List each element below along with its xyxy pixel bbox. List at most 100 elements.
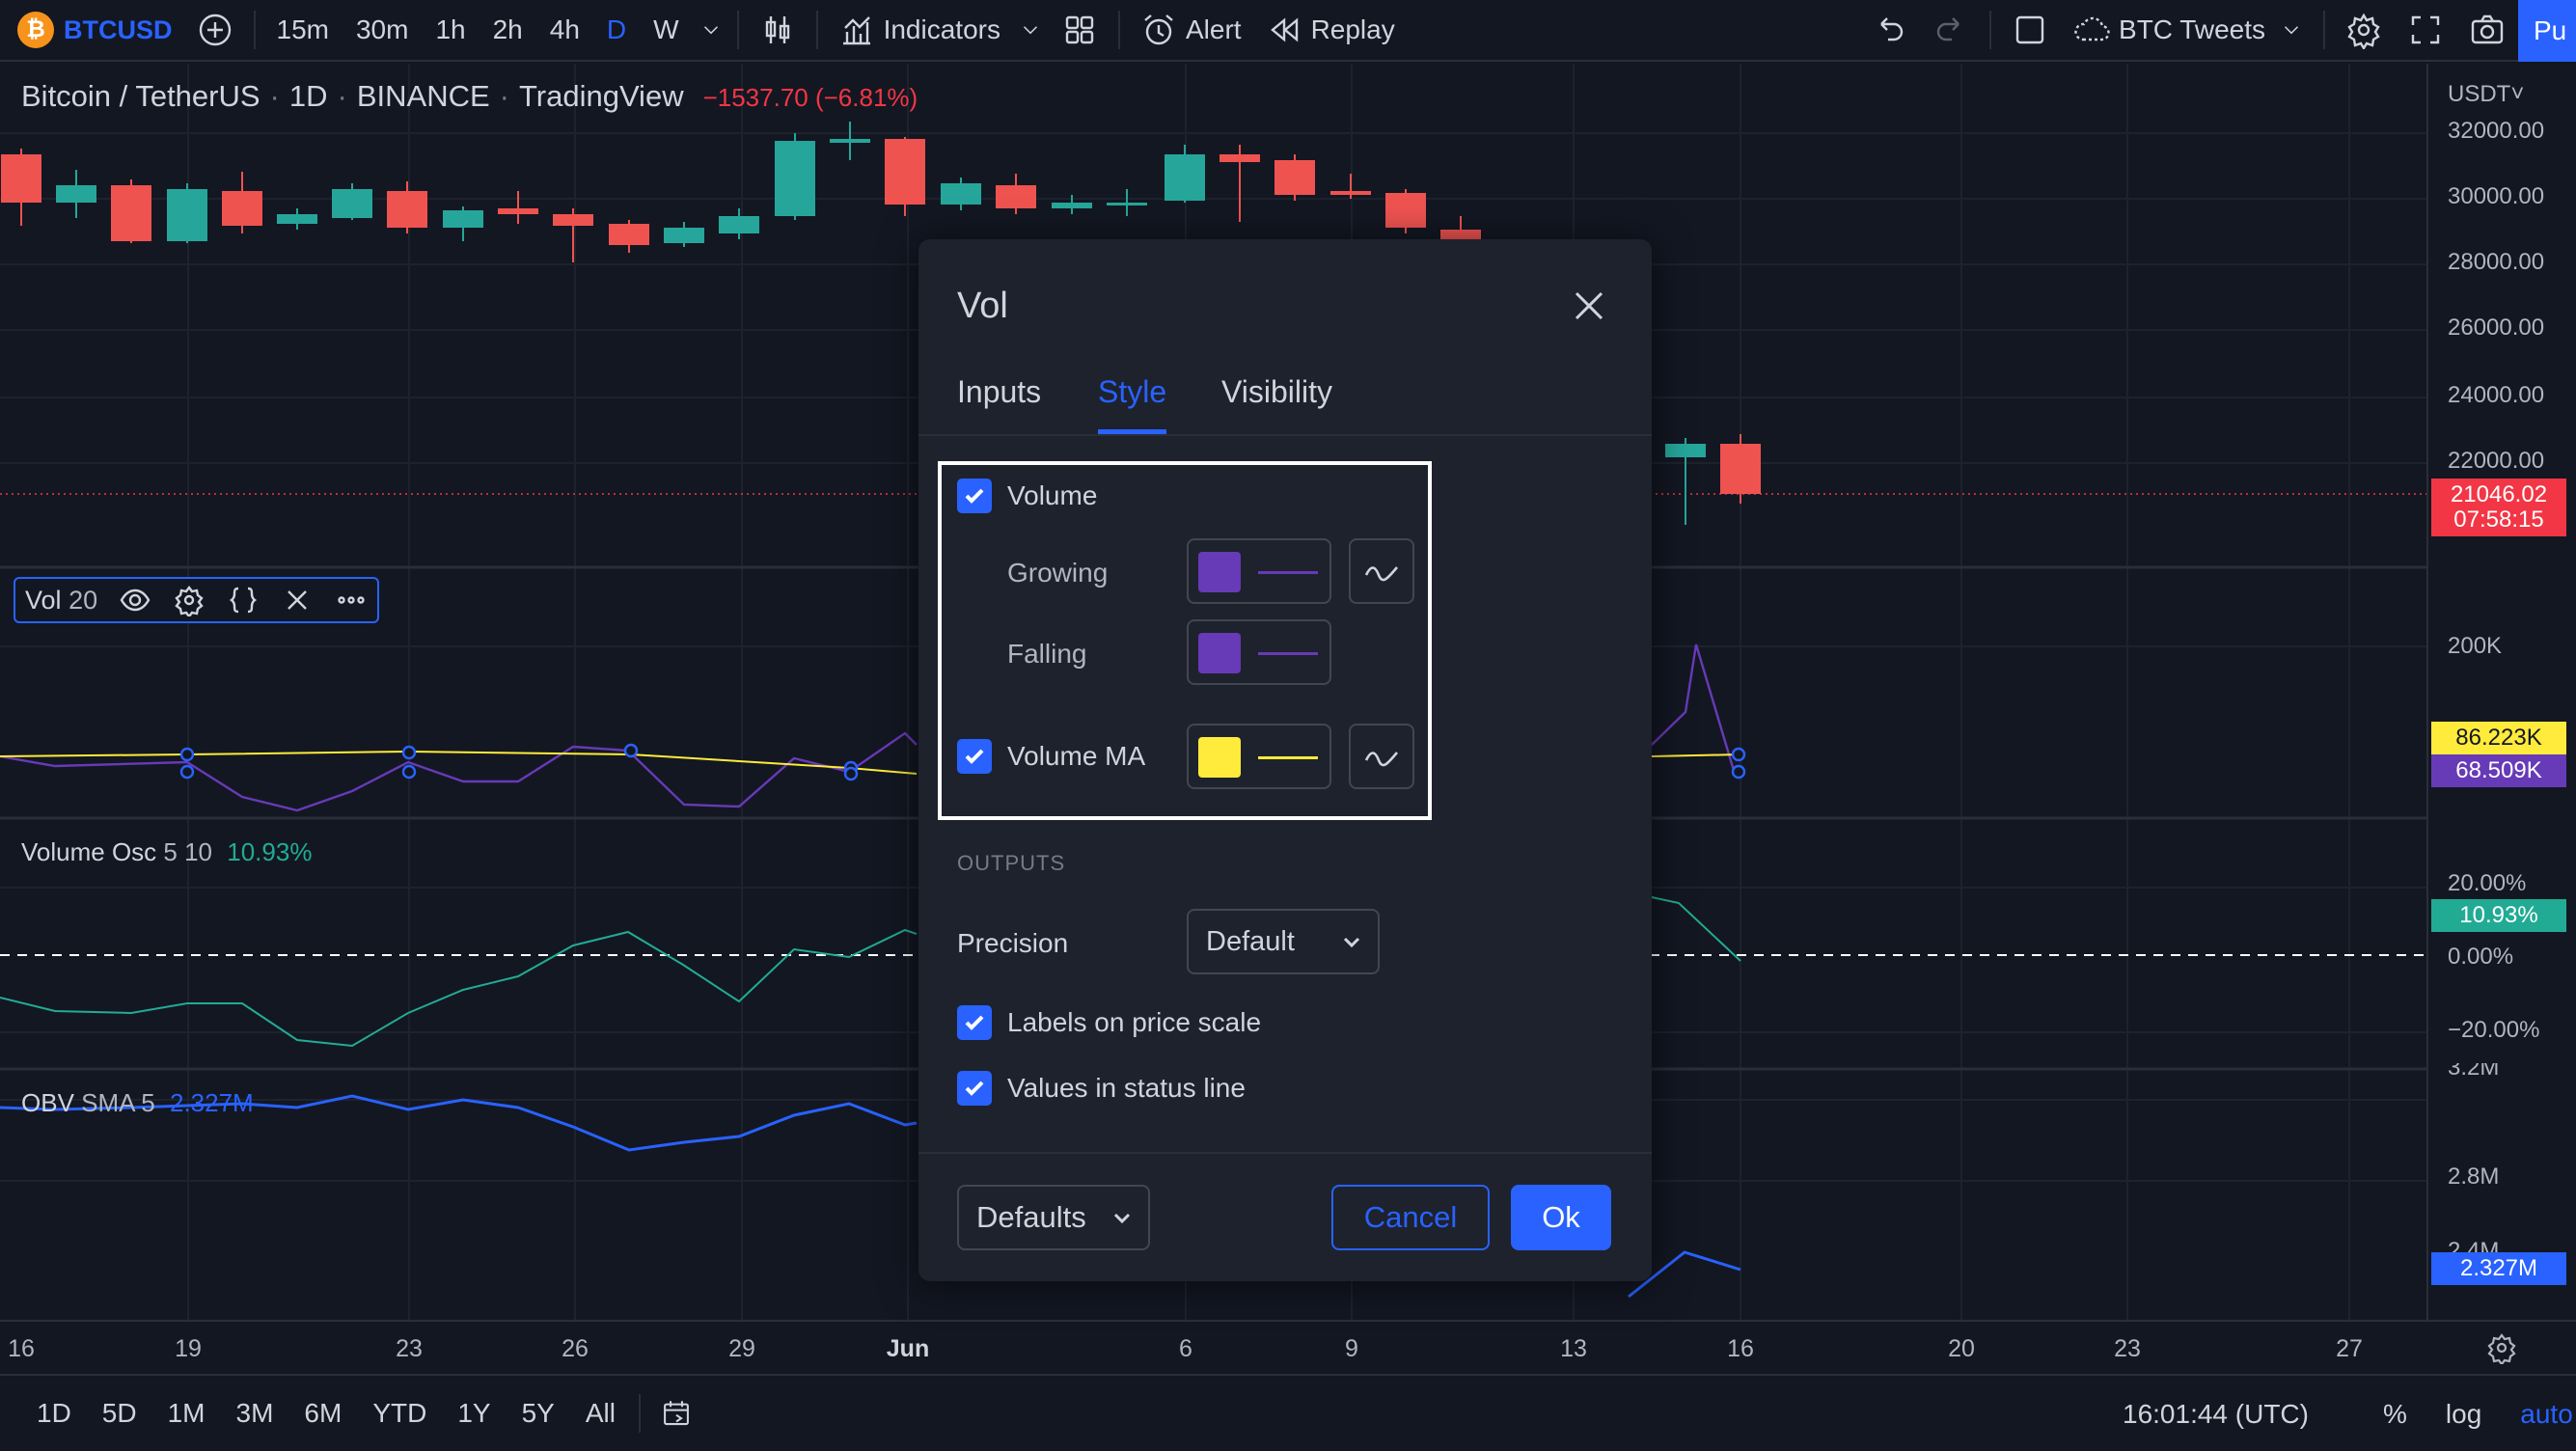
undo-button[interactable] xyxy=(1858,0,1920,61)
precision-select[interactable]: Default xyxy=(1187,909,1380,974)
replay-button[interactable]: Replay xyxy=(1253,0,1407,61)
range-ytd[interactable]: YTD xyxy=(372,1398,427,1428)
legend-separator: · xyxy=(269,79,280,113)
range-6m[interactable]: 6M xyxy=(304,1398,343,1428)
price-scale[interactable]: USDT˅ 32000.00 30000.00 28000.00 26000.0… xyxy=(2426,64,2576,1320)
falling-line-preview xyxy=(1258,652,1318,655)
utc-clock[interactable]: 16:01:44 (UTC) xyxy=(2123,1399,2309,1429)
obv-line xyxy=(0,1094,918,1152)
go-to-date-button[interactable] xyxy=(648,1383,704,1444)
candle-body xyxy=(1107,203,1147,205)
timeframe-2h[interactable]: 2h xyxy=(492,14,523,44)
labels-on-price-scale-checkbox[interactable] xyxy=(957,1005,992,1040)
range-5y[interactable]: 5Y xyxy=(521,1398,555,1428)
timeframe-dropdown[interactable] xyxy=(693,0,729,61)
defaults-dropdown[interactable]: Defaults xyxy=(957,1185,1150,1250)
volume-ma-color-picker[interactable] xyxy=(1187,724,1331,789)
timeframe-15m[interactable]: 15m xyxy=(276,14,329,44)
growing-color-picker[interactable] xyxy=(1187,538,1331,604)
volume-ma-plot-style-button[interactable] xyxy=(1349,724,1414,789)
volume-ma-badge: 86.223K xyxy=(2431,722,2566,754)
obv-badge: 2.327M xyxy=(2431,1252,2566,1285)
redo-button[interactable] xyxy=(1920,0,1982,61)
axis-settings-icon[interactable] xyxy=(2485,1331,2518,1364)
footer-divider xyxy=(918,1152,1652,1154)
indicators-button[interactable]: Indicators xyxy=(826,0,1012,61)
publish-label: Pu xyxy=(2534,15,2567,45)
range-1m[interactable]: 1M xyxy=(167,1398,206,1428)
timeframe-w[interactable]: W xyxy=(653,14,679,44)
auto-scale-toggle[interactable]: auto xyxy=(2520,1399,2573,1429)
dialog-close-button[interactable] xyxy=(1565,282,1613,330)
volume-ma-line xyxy=(1651,753,1741,757)
candle-body xyxy=(996,185,1036,208)
vol-name: Vol 20 xyxy=(25,585,98,615)
falling-color-picker[interactable] xyxy=(1187,619,1331,685)
close-icon[interactable] xyxy=(281,584,314,616)
time-label: 23 xyxy=(396,1335,423,1362)
chart-type-button[interactable] xyxy=(747,0,808,61)
eye-icon[interactable] xyxy=(119,584,151,616)
obv-legend[interactable]: OBV SMA 5 2.327M xyxy=(21,1088,254,1118)
volume-label: Volume xyxy=(1007,480,1098,510)
growing-label: Growing xyxy=(1007,558,1109,588)
percent-scale-toggle[interactable]: % xyxy=(2383,1399,2407,1429)
candle-body xyxy=(498,208,538,214)
time-label: 23 xyxy=(2114,1335,2141,1362)
toolbar-divider xyxy=(736,11,739,49)
alarm-clock-icon xyxy=(1144,14,1173,45)
ok-button[interactable]: Ok xyxy=(1511,1185,1611,1250)
tab-inputs[interactable]: Inputs xyxy=(957,374,1042,409)
range-3m[interactable]: 3M xyxy=(235,1398,274,1428)
currency-selector[interactable]: USDT˅ xyxy=(2448,81,2525,107)
time-label: 9 xyxy=(1345,1335,1358,1362)
cancel-button[interactable]: Cancel xyxy=(1331,1185,1490,1250)
log-scale-toggle[interactable]: log xyxy=(2445,1399,2482,1429)
templates-button[interactable] xyxy=(1049,0,1110,61)
drawing-anchor xyxy=(179,764,195,780)
vol-indicator-legend[interactable]: Vol 20 xyxy=(14,577,380,623)
candle-body xyxy=(609,224,649,245)
candle-body xyxy=(775,141,815,216)
timeframe-1h[interactable]: 1h xyxy=(435,14,466,44)
range-5d[interactable]: 5D xyxy=(101,1398,137,1428)
growing-plot-style-button[interactable] xyxy=(1349,538,1414,604)
tab-visibility[interactable]: Visibility xyxy=(1221,374,1332,409)
timeframe-4h[interactable]: 4h xyxy=(549,14,580,44)
volume-checkbox[interactable] xyxy=(957,479,992,513)
volume-ma-checkbox[interactable] xyxy=(957,739,992,774)
chevron-down-icon xyxy=(703,26,718,35)
source-code-icon[interactable] xyxy=(227,584,260,616)
range-1y[interactable]: 1Y xyxy=(457,1398,491,1428)
candles-icon xyxy=(765,16,789,43)
toolbar-divider xyxy=(253,11,256,49)
candle-body xyxy=(885,139,925,205)
candle-body xyxy=(1219,154,1260,162)
settings-button[interactable] xyxy=(2333,0,2395,61)
volume-osc-legend[interactable]: Volume Osc 5 10 10.93% xyxy=(21,837,312,867)
range-all[interactable]: All xyxy=(585,1398,616,1428)
main-series-legend: Bitcoin / TetherUS · 1D · BINANCE · Trad… xyxy=(21,79,918,114)
range-1d[interactable]: 1D xyxy=(37,1398,71,1428)
volume-ma-label: Volume MA xyxy=(1007,741,1146,771)
symbol-search[interactable]: ₿ BTCUSD xyxy=(0,0,184,61)
snapshot-button[interactable] xyxy=(2456,0,2518,61)
indicators-dropdown[interactable] xyxy=(1012,0,1049,61)
time-label: 16 xyxy=(8,1335,35,1362)
gear-icon[interactable] xyxy=(173,584,206,616)
timeframe-30m[interactable]: 30m xyxy=(355,14,409,44)
candle-body xyxy=(332,189,372,218)
time-label: 6 xyxy=(1179,1335,1192,1362)
publish-button[interactable]: Pu xyxy=(2518,0,2576,62)
tab-style[interactable]: Style xyxy=(1098,374,1167,435)
values-in-status-line-checkbox[interactable] xyxy=(957,1071,992,1106)
time-axis[interactable]: 16 19 23 26 29 Jun 6 9 13 16 20 23 27 xyxy=(0,1320,2576,1374)
layout-button[interactable] xyxy=(1999,0,2061,61)
compare-symbol-button[interactable] xyxy=(184,0,246,61)
fullscreen-button[interactable] xyxy=(2395,0,2456,61)
more-options-icon[interactable] xyxy=(335,584,368,616)
alert-button[interactable]: Alert xyxy=(1128,0,1253,61)
layout-name-button[interactable]: BTC Tweets xyxy=(2061,0,2316,61)
timeframe-d[interactable]: D xyxy=(606,14,627,44)
osc-tick: −20.00% xyxy=(2448,1017,2540,1043)
